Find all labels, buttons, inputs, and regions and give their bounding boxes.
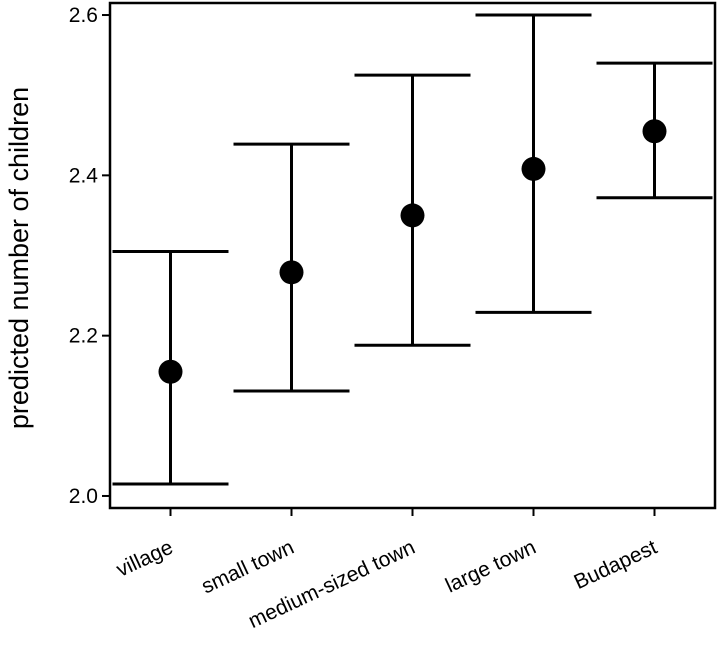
point-estimate-marker xyxy=(521,156,546,181)
point-estimate-marker xyxy=(642,119,667,144)
point-estimate-marker xyxy=(279,260,304,285)
y-axis-title: predicted number of children xyxy=(4,87,34,429)
y-axis: 2.0 2.2 2.4 2.6 xyxy=(69,4,110,508)
error-bar-series xyxy=(112,13,713,486)
point-estimate-marker xyxy=(400,203,425,228)
y-tick-label: 2.4 xyxy=(69,164,99,187)
y-tick-label: 2.0 xyxy=(69,485,98,508)
y-tick-label: 2.2 xyxy=(69,325,98,348)
y-tick-label: 2.6 xyxy=(69,4,98,27)
point-estimate-marker xyxy=(158,359,183,384)
